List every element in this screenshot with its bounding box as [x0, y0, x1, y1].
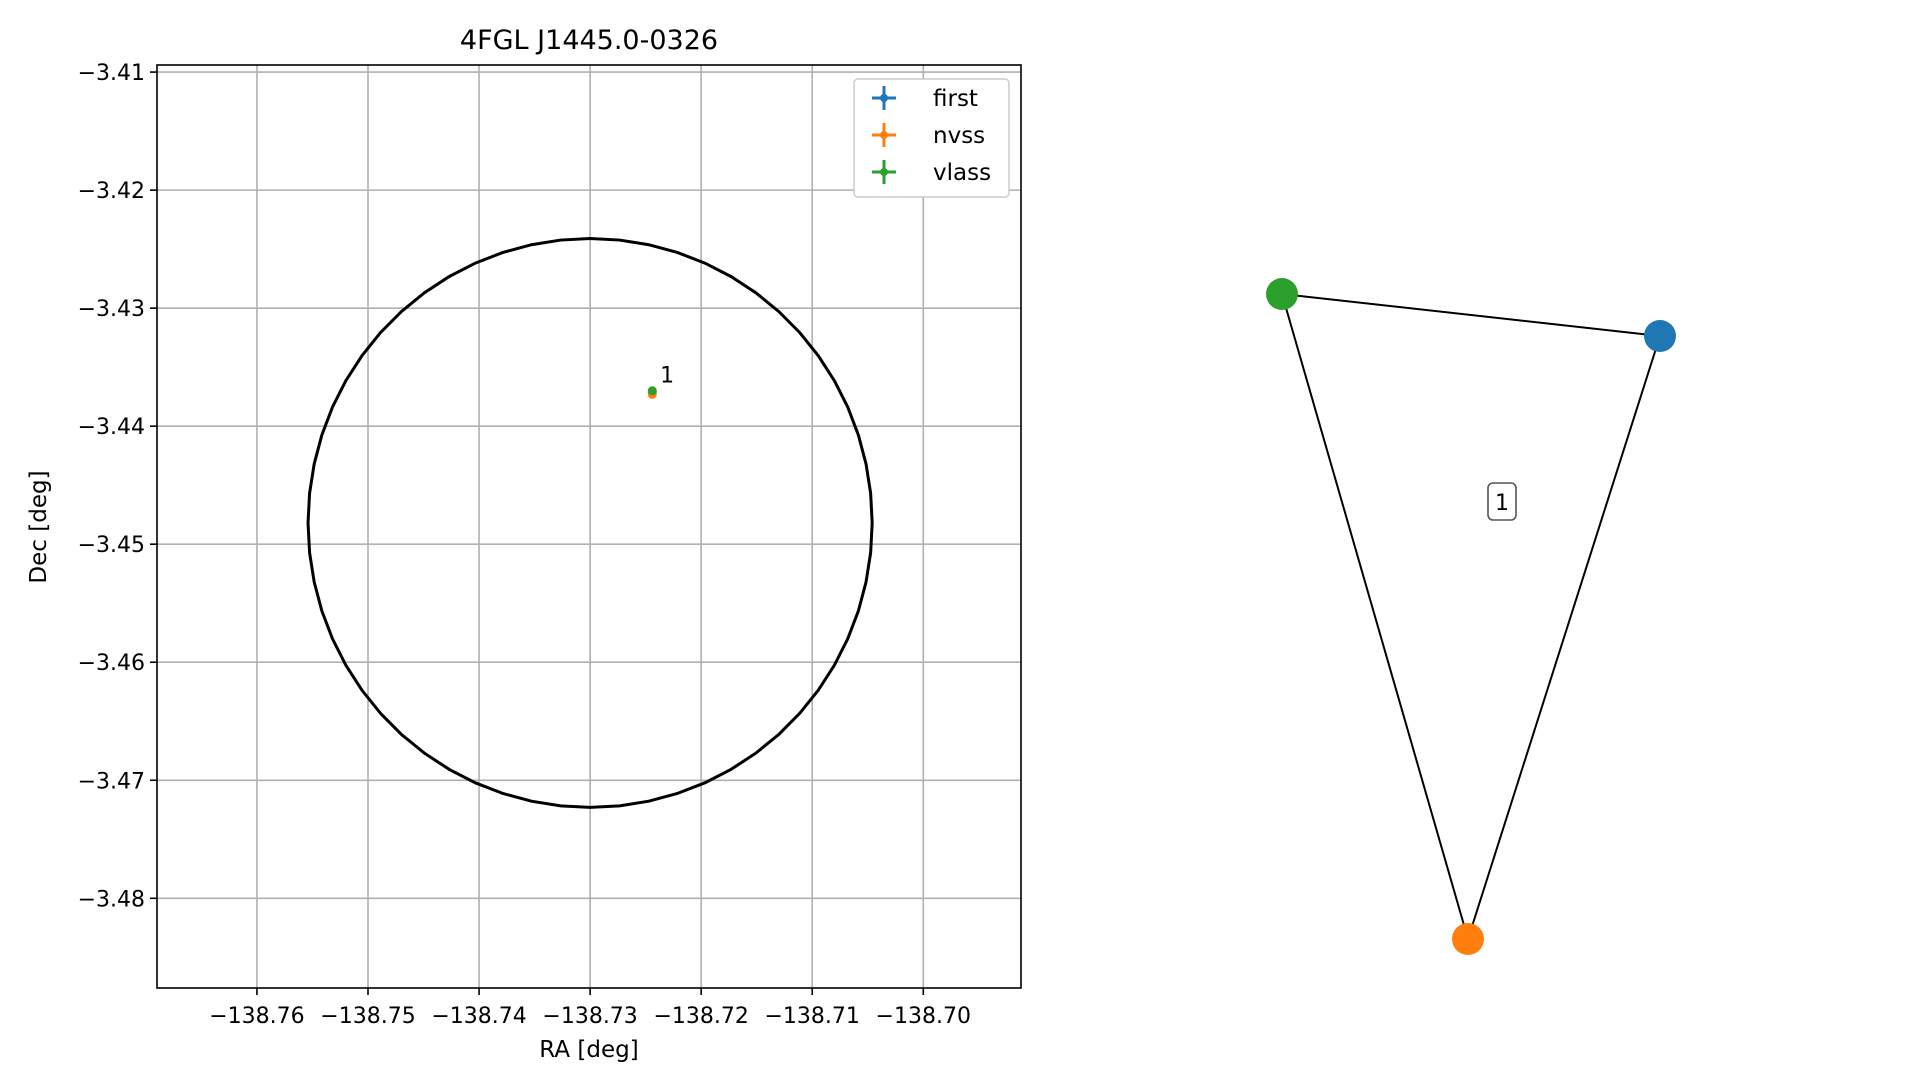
x-tick-label: −138.76 — [209, 1004, 304, 1029]
graph-node-vlass — [1266, 278, 1298, 310]
sky-map-panel: 1 −138.76 −138.75 −138.74 −138.73 −138.72 −13… — [26, 25, 1022, 1063]
grid-lines — [157, 65, 1021, 988]
x-axis-label: RA [deg] — [539, 1037, 638, 1063]
source-annotation-label: 1 — [660, 364, 674, 389]
x-axis-ticks: −138.76 −138.75 −138.74 −138.73 −138.72 −138.… — [209, 988, 971, 1029]
legend: first nvss vlass — [853, 78, 1010, 198]
graph-node-nvss — [1452, 923, 1484, 955]
y-tick-label: −3.43 — [78, 297, 145, 322]
legend-items: first nvss vlass — [872, 86, 991, 186]
graph-edge-first-nvss — [1467, 335, 1661, 940]
x-tick-label: −138.72 — [653, 1004, 748, 1029]
source-points — [647, 386, 657, 399]
y-tick-label: −3.44 — [78, 415, 145, 440]
x-tick-label: −138.75 — [320, 1004, 415, 1029]
plot-frame — [156, 64, 1022, 989]
graph-node-first — [1644, 320, 1676, 352]
legend-box — [853, 78, 1010, 198]
y-axis-ticks: −3.41 −3.42 −3.43 −3.44 −3.45 −3.46 −3.47 −3.48 — [78, 61, 157, 912]
legend-label-nvss: nvss — [933, 123, 985, 149]
y-axis-label: Dec [deg] — [26, 470, 52, 583]
graph-label-box: 1 — [1487, 482, 1517, 521]
x-tick-label: −138.71 — [765, 1004, 860, 1029]
legend-label-first: first — [933, 86, 978, 112]
graph-nodes — [1266, 278, 1676, 955]
y-tick-label: −3.42 — [78, 179, 145, 204]
y-tick-label: −3.45 — [78, 533, 145, 558]
x-tick-label: −138.74 — [431, 1004, 526, 1029]
y-tick-label: −3.48 — [78, 887, 145, 912]
graph-edges — [1281, 293, 1661, 940]
localization-region-circle — [306, 237, 874, 809]
x-tick-label: −138.73 — [542, 1004, 637, 1029]
graph-label-frame — [1487, 482, 1517, 521]
source-point-vlass — [647, 386, 657, 396]
legend-dot-vlass — [880, 168, 888, 176]
association-graph-panel: 1 — [1266, 278, 1676, 955]
graph-label-text: 1 — [1495, 491, 1509, 516]
y-tick-label: −3.41 — [78, 61, 145, 86]
y-tick-label: −3.47 — [78, 769, 145, 794]
x-tick-label: −138.70 — [876, 1004, 971, 1029]
legend-dot-first — [880, 94, 888, 102]
graph-edge-vlass-nvss — [1281, 293, 1469, 940]
legend-dot-nvss — [880, 131, 888, 139]
y-tick-label: −3.46 — [78, 651, 145, 676]
graph-edge-vlass-first — [1281, 293, 1661, 337]
chart-title: 4FGL J1445.0-0326 — [460, 25, 718, 56]
legend-label-vlass: vlass — [933, 160, 991, 186]
